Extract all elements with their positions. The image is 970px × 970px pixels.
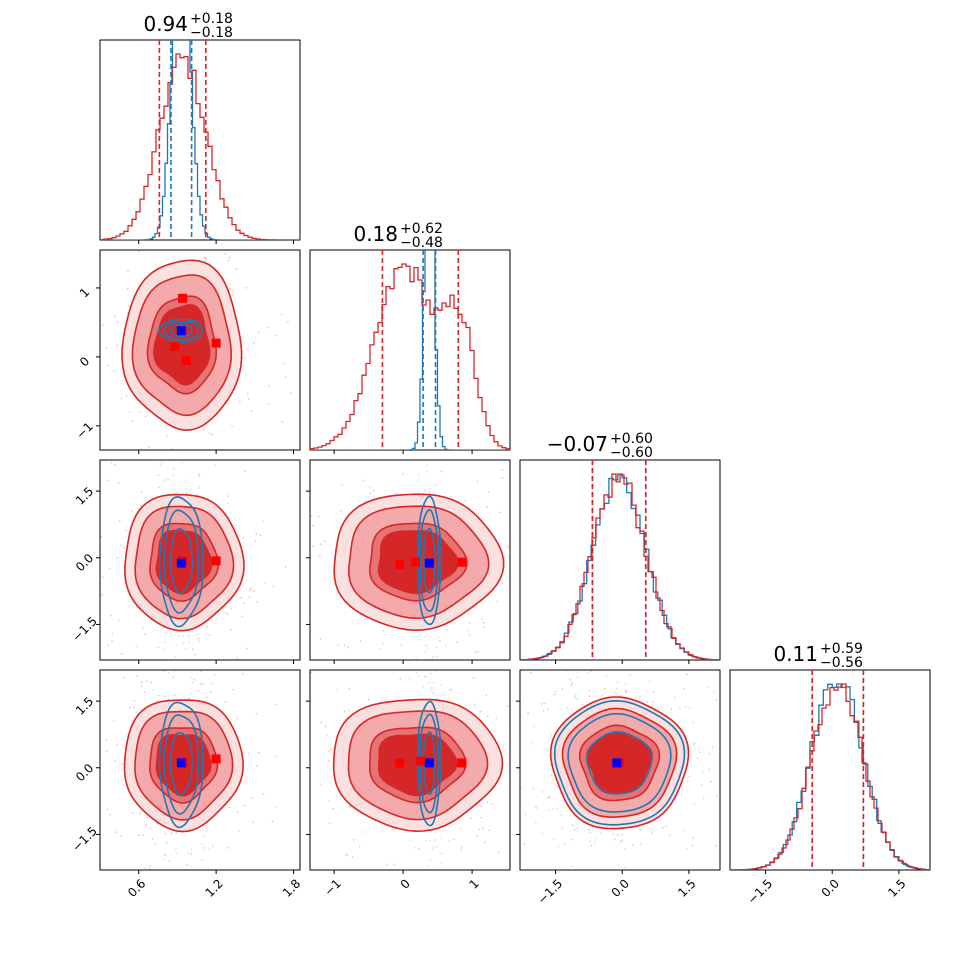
marker-red	[457, 557, 467, 567]
contour-blue-3	[169, 324, 193, 338]
diag-frame	[519, 459, 721, 661]
x-tick-label: 0	[398, 876, 413, 891]
hist-red-2	[310, 263, 510, 450]
hist-blue-2	[310, 250, 510, 450]
marker-red	[457, 758, 467, 768]
diag-title-value: −0.07	[547, 432, 608, 456]
contour-blue-1	[158, 701, 204, 829]
marker-blue	[424, 558, 434, 568]
x-tick-label: −1.5	[745, 876, 776, 907]
x-tick-label: −1.5	[535, 876, 566, 907]
diag-title-plus: +0.60	[610, 431, 653, 447]
x-tick-label: 1.5	[885, 876, 908, 899]
marker-blue	[176, 326, 186, 336]
hist-red-3	[520, 473, 720, 660]
diag-title-plus: +0.18	[190, 11, 233, 27]
marker-red	[411, 557, 421, 567]
contour-blue-3	[423, 527, 437, 594]
y-tick-label: 1	[77, 285, 92, 300]
marker-red	[211, 556, 221, 566]
diag-title-plus: +0.62	[400, 221, 443, 237]
contour-blue-1	[158, 496, 204, 628]
contour-blue-2	[163, 509, 200, 614]
diag-title-value: 0.18	[353, 222, 398, 246]
diag-title-minus: −0.48	[400, 235, 443, 251]
contour-blue-2	[163, 714, 200, 815]
marker-red	[415, 756, 425, 766]
diag-panel-2: 0.18 +0.62−0.48	[309, 221, 511, 451]
x-tick-label: 0.0	[609, 876, 632, 899]
y-tick-label: 0.0	[73, 551, 96, 574]
panel-frame	[309, 669, 511, 871]
x-tick-label: 1	[467, 876, 482, 891]
marker-red	[395, 758, 405, 768]
marker-blue	[424, 758, 434, 768]
diag-title-minus: −0.60	[610, 445, 653, 461]
marker-blue	[176, 758, 186, 768]
y-tick-label: −1.5	[69, 824, 100, 855]
contour-blue-3	[586, 731, 653, 795]
y-tick-label: 1.5	[73, 694, 96, 717]
marker-blue	[176, 558, 186, 568]
contour-blue-1	[157, 318, 204, 344]
marker-red	[181, 355, 191, 365]
contour-blue-2	[162, 321, 199, 342]
x-tick-label: 0.6	[125, 876, 148, 899]
diag-title-minus: −0.18	[190, 25, 233, 41]
panel-2-4	[309, 669, 511, 871]
panel-1-2	[99, 249, 301, 451]
y-tick-label: 0.0	[73, 761, 96, 784]
contour-blue-1	[553, 699, 686, 826]
panel-frame	[99, 249, 301, 451]
marker-red	[170, 342, 180, 352]
diag-panel-3: −0.07 +0.60−0.60	[519, 431, 721, 661]
marker-blue	[612, 758, 622, 768]
diag-title-value: 0.94	[143, 12, 188, 36]
y-tick-label: 1.5	[73, 484, 96, 507]
x-tick-label: −1	[321, 876, 343, 898]
hist-red-1	[100, 53, 300, 240]
contour-blue-2	[567, 713, 672, 813]
panel-frame	[99, 669, 301, 871]
diag-title-minus: −0.56	[820, 655, 863, 671]
diag-title-plus: +0.59	[820, 641, 863, 657]
y-tick-label: −1	[73, 419, 95, 441]
panel-2-3	[309, 459, 511, 661]
contour-blue-3	[169, 731, 193, 796]
y-tick-label: 0	[77, 354, 92, 369]
panel-3-4	[519, 669, 721, 871]
x-tick-label: 0.0	[819, 876, 842, 899]
diag-frame	[309, 249, 511, 451]
marker-red	[395, 559, 405, 569]
marker-red	[211, 338, 221, 348]
panel-frame	[309, 459, 511, 661]
panel-1-4	[99, 669, 301, 871]
diag-panel-4: 0.11 +0.59−0.56	[729, 641, 931, 871]
diag-frame	[729, 669, 931, 871]
diag-title-value: 0.11	[773, 642, 818, 666]
panel-frame	[99, 459, 301, 661]
hist-blue-1	[100, 40, 300, 240]
contour-blue-3	[169, 528, 193, 595]
y-tick-label: −1.5	[69, 614, 100, 645]
contour-blue-2	[419, 508, 440, 612]
panel-1-3	[99, 459, 301, 661]
x-tick-label: 1.8	[280, 876, 303, 899]
diag-panel-1: 0.94 +0.18−0.18	[99, 11, 301, 241]
marker-red	[211, 754, 221, 764]
hist-red-4	[730, 683, 930, 870]
panel-frame	[519, 669, 721, 871]
marker-red	[178, 293, 188, 303]
x-tick-label: 1.2	[202, 876, 225, 899]
x-tick-label: 1.5	[675, 876, 698, 899]
